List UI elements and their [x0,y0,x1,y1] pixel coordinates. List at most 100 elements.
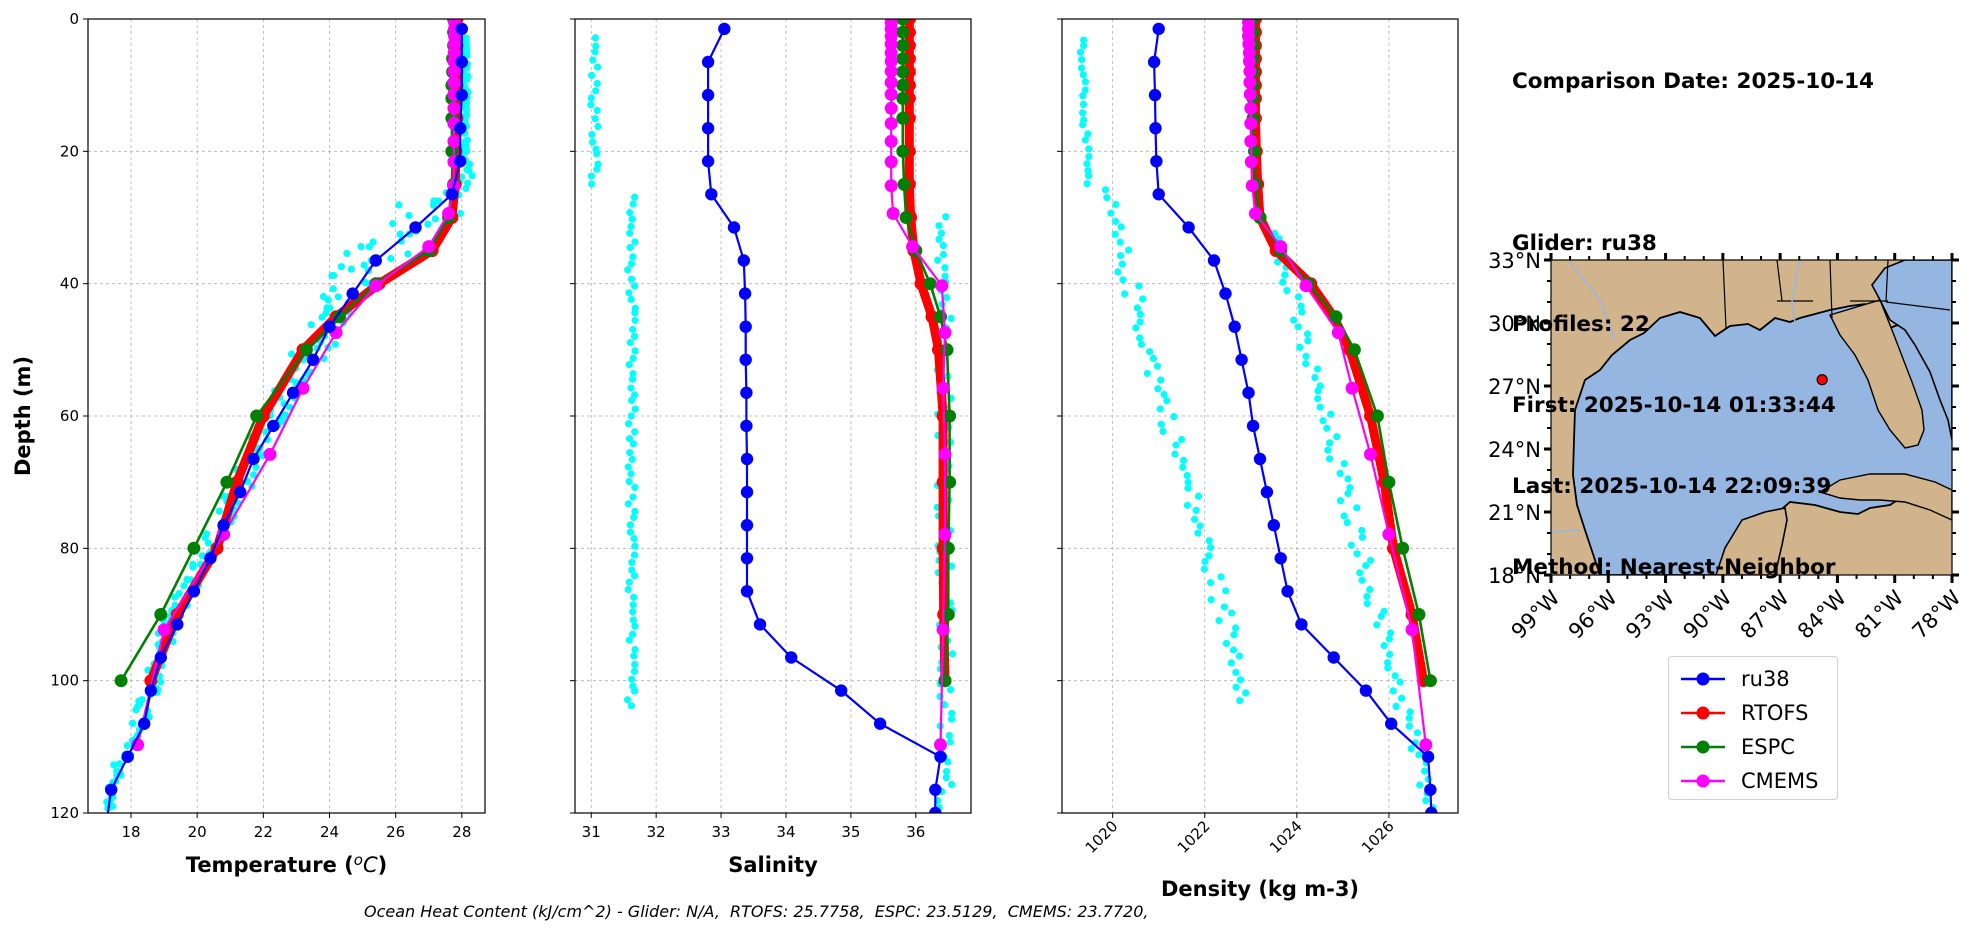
y-tick-label: 0 [69,10,79,28]
glider-scatter-point [629,370,637,378]
glider-scatter-point [109,802,117,810]
series-marker-cmems [884,64,898,78]
glider-scatter-point [631,542,639,550]
series-line-espc [119,19,455,682]
series-marker-ru38 [1424,783,1437,796]
series-marker-ru38 [740,386,753,399]
x-tick-label: 28 [452,823,471,841]
glider-scatter-point [630,593,638,601]
glider-scatter-point [1232,624,1240,632]
glider-scatter-point [948,709,956,717]
temperature-panel: 18 20 22 24 26 28 0 20 40 60 80 100 120 Temperature (… [50,10,486,877]
glider-scatter-point [1283,287,1291,295]
series-marker-ru38 [1421,750,1435,763]
series-marker-ru38 [1228,320,1241,333]
glider-scatter-point [1117,223,1125,231]
series-marker-ru38 [1253,452,1267,466]
glider-scatter-point [1384,664,1392,672]
glider-scatter-point [1405,722,1413,730]
glider-scatter-point [396,230,404,238]
glider-scatter-point [629,616,637,624]
glider-scatter-point [631,405,639,413]
series-marker-rtofs [914,277,928,291]
glider-scatter-point [463,46,471,54]
x-tick-label: 1022 [1174,817,1214,857]
glider-scatter-point [628,558,636,567]
series-marker-cmems [1405,623,1419,637]
glider-scatter-point [624,586,632,594]
glider-scatter-point [593,165,601,173]
glider-scatter-point [631,391,639,399]
glider-scatter-point [1380,642,1388,650]
glider-scatter-point [1080,42,1088,50]
glider-scatter-point [941,264,949,272]
glider-scatter-point [629,630,637,638]
glider-scatter-point [631,483,639,491]
glider-scatter-point [630,535,638,543]
glider-scatter-point [1340,512,1348,520]
glider-scatter-point [1413,729,1421,737]
glider-scatter-point [1207,596,1215,604]
glider-scatter-point [180,582,188,590]
series-marker-ru38 [1235,353,1248,366]
info-comparison-date: Comparison Date: 2025-10-14 [1512,69,1875,94]
series-marker-cmems [1243,76,1257,89]
series-marker-espc [899,211,913,224]
series-marker-espc [896,91,910,105]
glider-scatter-point [1191,515,1199,524]
glider-scatter-point [1160,391,1168,399]
glider-scatter-point [588,131,596,139]
glider-scatter-point [625,289,633,297]
glider-scatter-point [1336,469,1344,477]
glider-scatter-point [628,215,636,223]
glider-scatter-point [132,706,140,714]
glider-scatter-point [937,229,946,237]
series-marker-cmems [884,54,898,68]
glider-scatter-point [1319,417,1327,425]
series-marker-cmems [884,155,898,169]
series-marker-ru38 [738,287,752,300]
gulf-of-mexico-water [1572,303,1952,575]
series-marker-cmems [1248,207,1262,220]
series-marker-cmems [1419,738,1433,752]
legend-line-marker-icon [1681,672,1725,686]
y-tick-label: 20 [60,142,79,160]
glider-scatter-point [1235,652,1244,660]
legend-line-marker-icon [1681,706,1725,720]
glider-scatter-point [626,209,634,217]
yucatan-land [1715,507,1788,575]
glider-scatter-point [357,243,365,251]
series-line-cmems [1247,22,1427,745]
glider-scatter-point [1232,668,1240,677]
glider-scatter-point [626,449,634,457]
series-marker-ru38 [409,221,422,234]
glider-scatter-point [629,354,637,362]
glider-scatter-point [588,71,596,79]
glider-scatter-point [626,243,634,252]
glider-scatter-point [631,282,639,290]
glider-scatter-point [630,332,639,340]
glider-scatter-point [1311,373,1319,382]
glider-scatter-point [626,528,635,536]
glider-scatter-point [1207,543,1215,552]
series-marker-cmems [938,326,952,340]
glider-scatter-point [1362,562,1370,570]
legend-swatch-rtofs [1679,699,1727,727]
series-marker-ru38 [1207,254,1221,267]
series-marker-espc [1412,608,1426,621]
glider-scatter-point [387,254,395,263]
lat-tick-label: 27°N [1488,375,1541,399]
depth-axis-label: Depth (m) [11,356,35,476]
glider-scatter-point [1323,424,1331,432]
series-marker-espc [896,78,910,92]
legend-swatch-espc [1679,733,1727,761]
series-marker-ru38 [737,254,750,267]
series-marker-ru38 [234,485,247,499]
series-marker-cmems [938,447,952,461]
glider-scatter-point [1079,109,1087,117]
glider-scatter-point [424,220,432,228]
glider-scatter-point [628,675,636,683]
series-marker-cmems [1244,155,1258,169]
glider-scatter-point [591,115,599,123]
